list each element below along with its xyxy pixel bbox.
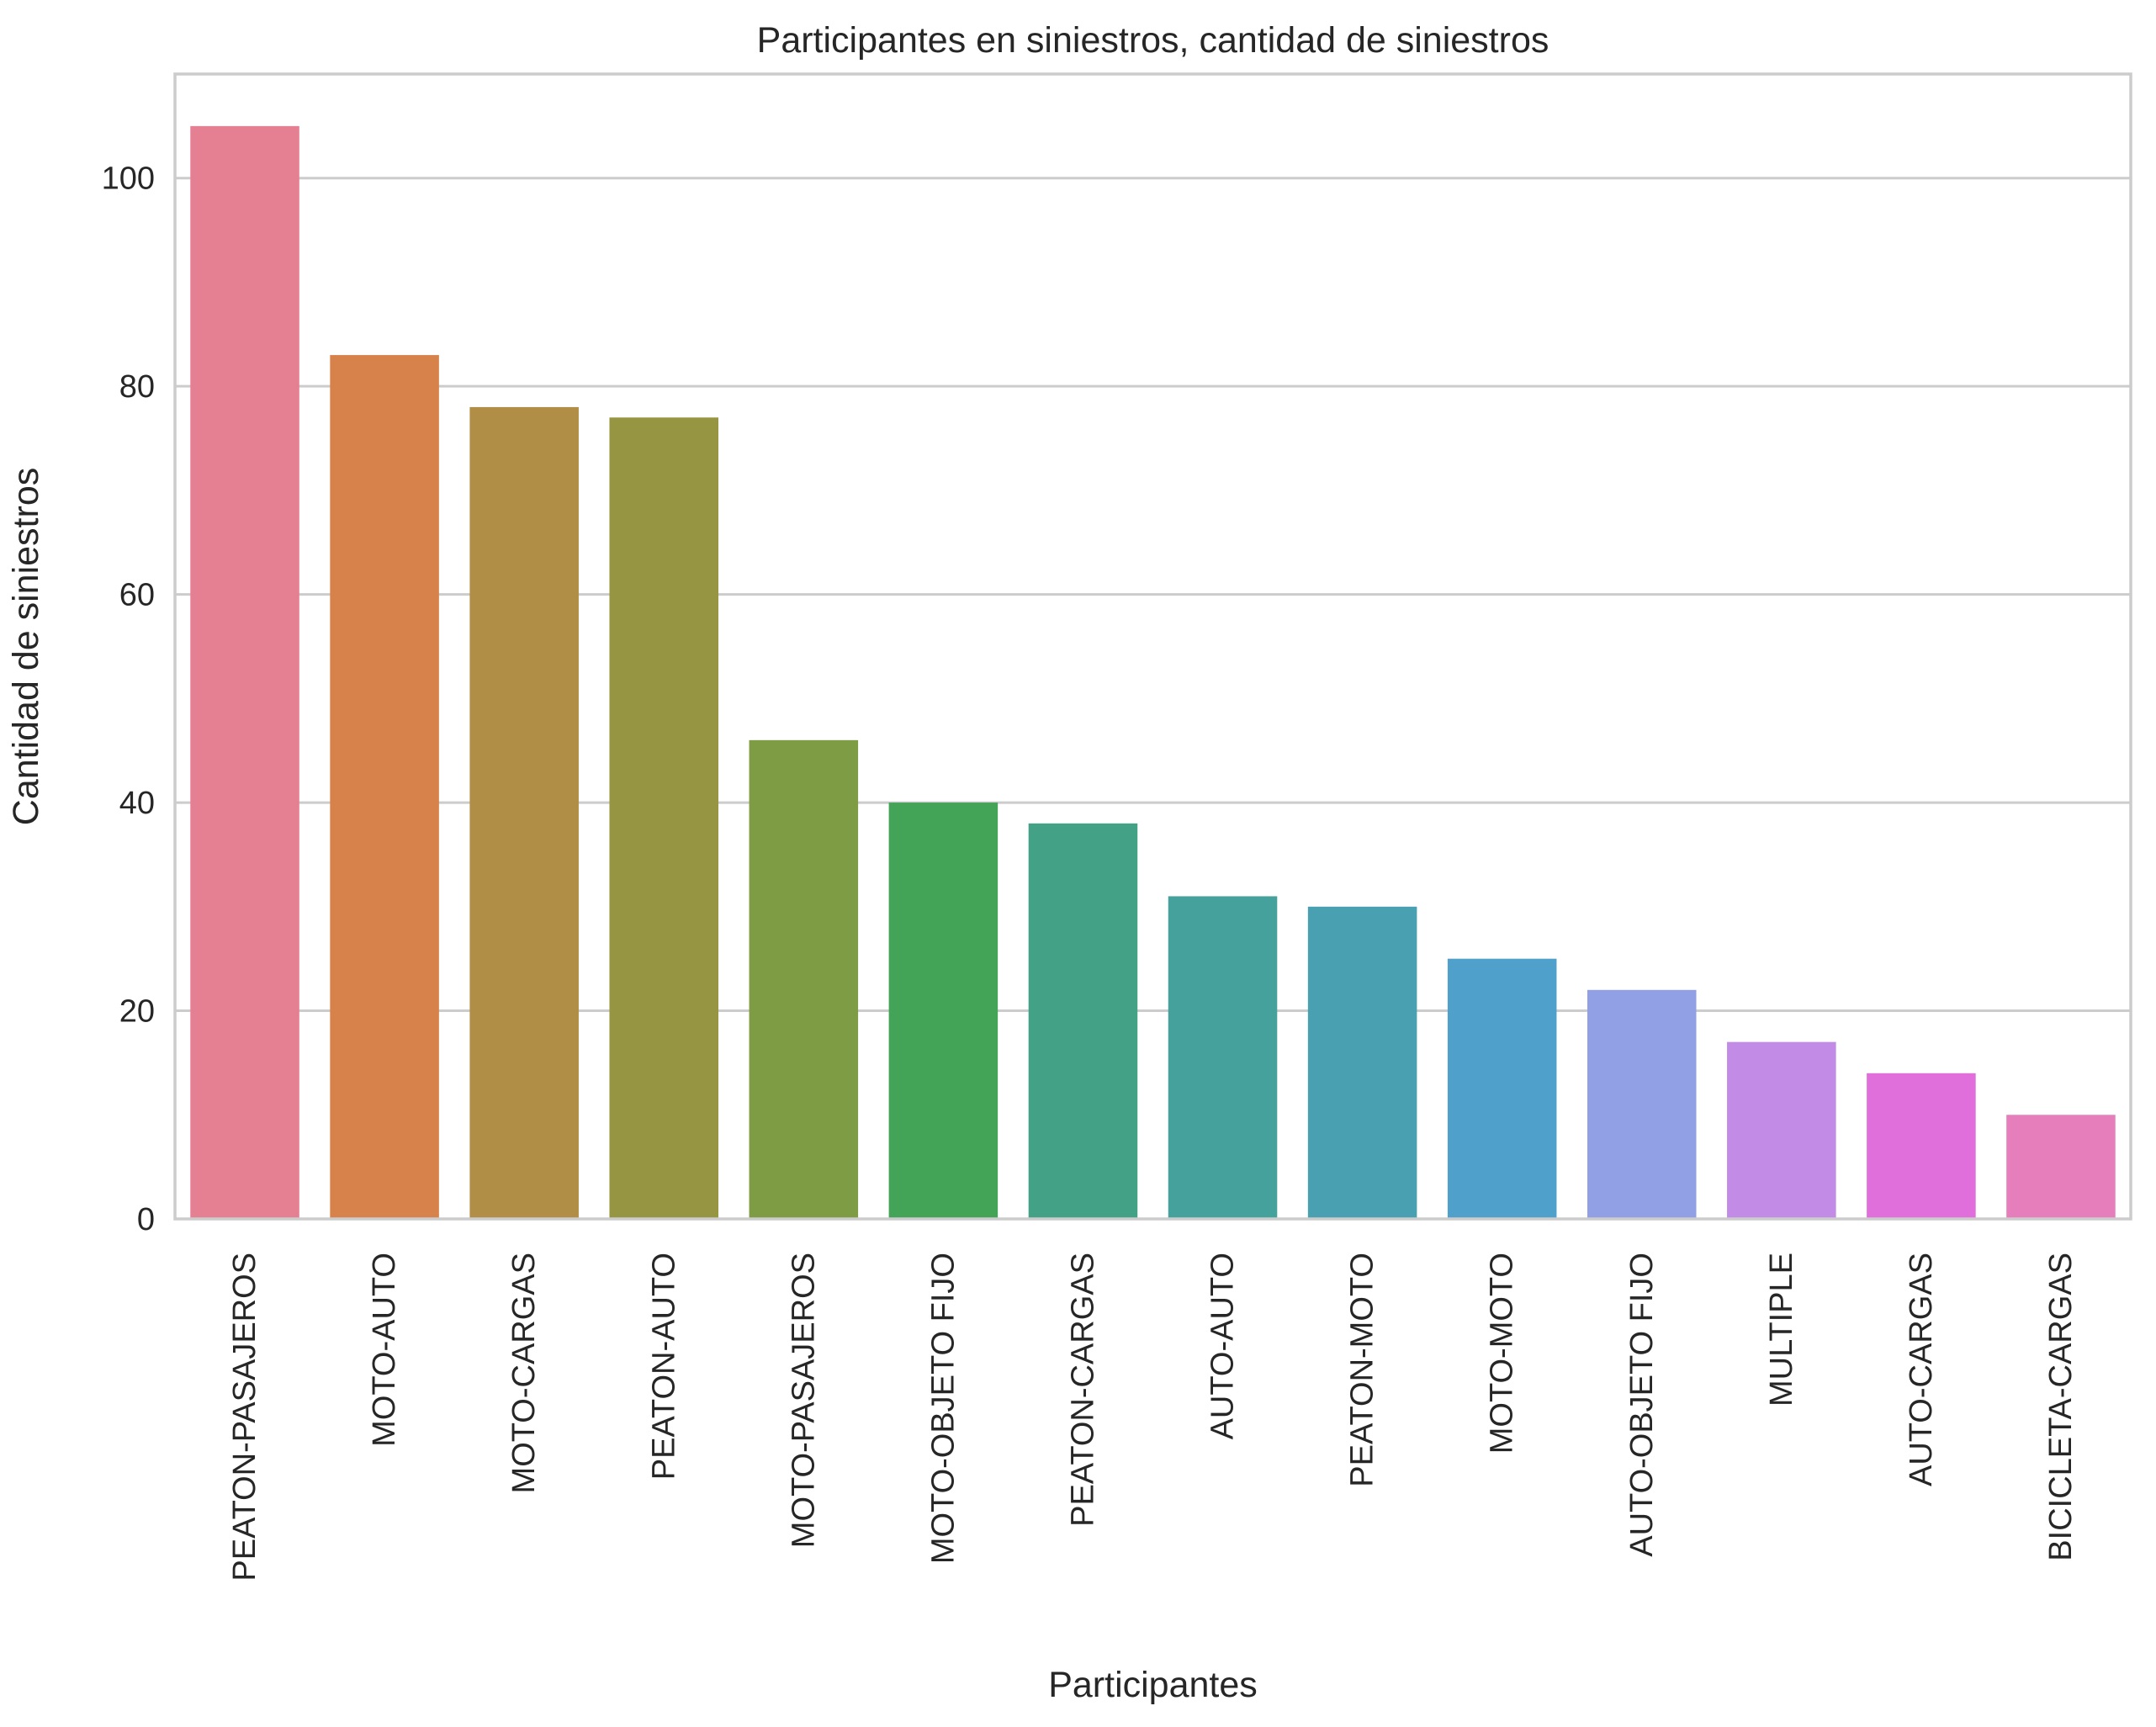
plot-frame xyxy=(173,72,2132,1221)
bar-auto-auto xyxy=(1168,896,1278,1219)
x-tick-label-bicicleta-cargas: BICICLETA-CARGAS xyxy=(2043,1253,2079,1561)
y-tick-label-40: 40 xyxy=(119,786,155,821)
x-tick-label-peaton-pasajeros: PEATON-PASAJEROS xyxy=(227,1253,262,1581)
y-tick-label-80: 80 xyxy=(119,369,155,405)
y-tick-label-60: 60 xyxy=(119,578,155,613)
chart-title: Participantes en siniestros, cantidad de… xyxy=(757,20,1549,61)
x-tick-label-auto-cargas: AUTO-CARGAS xyxy=(1904,1253,1939,1486)
y-tick-label-100: 100 xyxy=(102,162,155,197)
bar-moto-cargas xyxy=(469,406,579,1220)
x-tick-label-moto-auto: MOTO-AUTO xyxy=(367,1253,402,1447)
bar-auto-cargas xyxy=(1867,1073,1976,1219)
x-tick-label-auto-objeto-fijo: AUTO-OBJETO FIJO xyxy=(1624,1253,1660,1557)
bar-auto-objeto-fijo xyxy=(1587,989,1697,1219)
x-tick-label-moto-objeto-fijo: MOTO-OBJETO FIJO xyxy=(925,1253,961,1564)
x-tick-label-peaton-auto: PEATON-AUTO xyxy=(646,1253,681,1480)
bars xyxy=(190,125,2116,1220)
bar-moto-auto xyxy=(330,355,439,1220)
bar-peaton-pasajeros xyxy=(190,125,299,1219)
y-tick-labels: 0 20 40 60 80 100 xyxy=(102,162,155,1237)
x-axis-label: Participantes xyxy=(1048,1665,1258,1705)
bar-moto-objeto-fijo xyxy=(888,803,999,1219)
bar-bicicleta-cargas xyxy=(2006,1115,2116,1219)
x-tick-label-peaton-cargas: PEATON-CARGAS xyxy=(1065,1253,1100,1527)
bar-peaton-moto xyxy=(1307,906,1417,1219)
x-tick-label-moto-pasajeros: MOTO-PASAJEROS xyxy=(786,1253,821,1548)
bar-multiple xyxy=(1727,1041,1836,1219)
bar-moto-pasajeros xyxy=(749,739,859,1219)
x-tick-label-peaton-moto: PEATON-MOTO xyxy=(1345,1253,1380,1487)
x-tick-label-moto-cargas: MOTO-CARGAS xyxy=(506,1253,542,1493)
x-tick-label-auto-auto: AUTO-AUTO xyxy=(1205,1253,1241,1439)
y-axis-label: Cantidad de siniestros xyxy=(6,468,46,825)
bar-moto-moto xyxy=(1447,958,1557,1219)
x-tick-label-multiple: MULTIPLE xyxy=(1764,1253,1799,1406)
bar-peaton-auto xyxy=(609,417,719,1219)
y-tick-label-0: 0 xyxy=(137,1202,155,1237)
bar-peaton-cargas xyxy=(1028,823,1138,1219)
x-tick-label-moto-moto: MOTO-MOTO xyxy=(1485,1253,1520,1454)
y-tick-label-20: 20 xyxy=(119,994,155,1030)
x-tick-labels: PEATON-PASAJEROS MOTO-AUTO MOTO-CARGAS PEAT… xyxy=(227,1253,2079,1581)
